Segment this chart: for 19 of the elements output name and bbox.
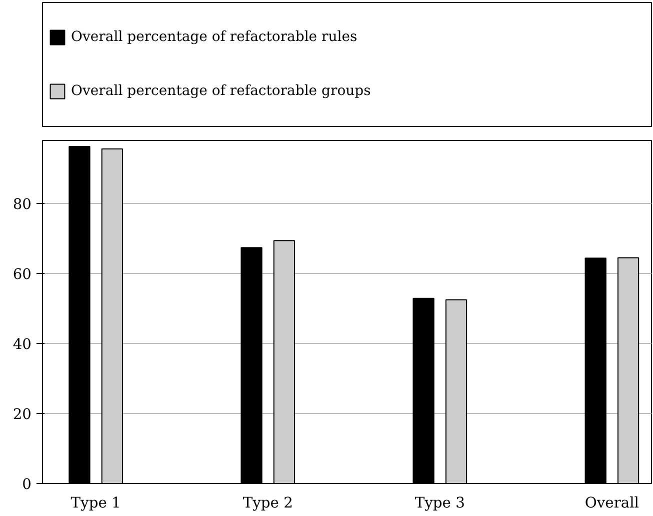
y-tick-label: 60	[12, 266, 32, 283]
bar	[412, 298, 434, 484]
bar	[240, 247, 262, 484]
bar	[584, 258, 606, 484]
x-tick-label: Overall	[584, 494, 640, 512]
x-tick-label: Type 3	[414, 494, 465, 512]
bar	[445, 299, 468, 484]
bar	[273, 240, 296, 484]
bar	[68, 146, 90, 484]
bar	[101, 148, 123, 484]
x-tick-label: Type 2	[242, 494, 293, 512]
x-tick-label: Type 1	[70, 494, 121, 512]
legend-label: Overall percentage of refactorable groups	[71, 83, 371, 99]
y-tick-label: 0	[22, 476, 32, 493]
legend-label: Overall percentage of refactorable rules	[71, 29, 358, 45]
bar	[617, 257, 640, 484]
y-tick-label: 80	[12, 196, 32, 213]
y-tick-label: 20	[12, 406, 32, 423]
y-tick-label: 40	[12, 336, 32, 353]
